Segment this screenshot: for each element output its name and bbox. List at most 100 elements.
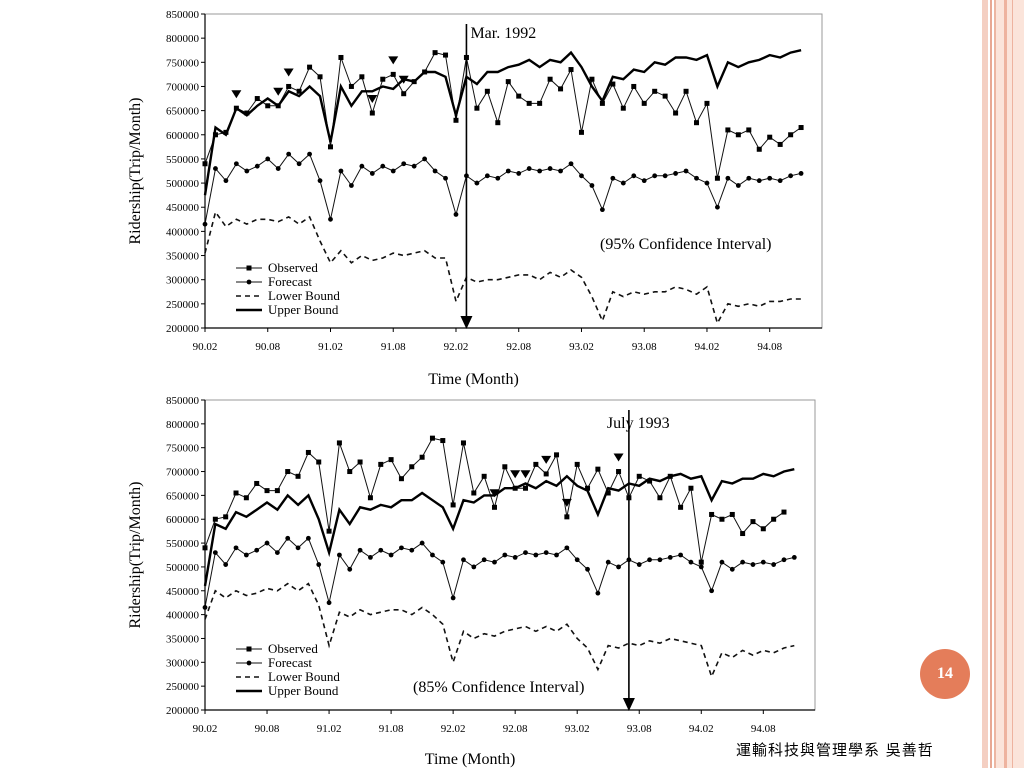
- y-tick-label: 450000: [166, 202, 200, 214]
- forecast-point: [537, 168, 543, 174]
- forecast-point: [286, 151, 292, 157]
- cutoff-arrow-head: [622, 698, 635, 711]
- observed-point: [244, 110, 250, 116]
- forecast-point: [554, 552, 559, 558]
- observed-point: [568, 67, 574, 73]
- forecast-point: [401, 161, 407, 167]
- observed-point: [429, 435, 435, 441]
- forecast-point: [440, 559, 446, 565]
- forecast-point: [481, 557, 487, 563]
- y-tick-label: 750000: [166, 57, 200, 69]
- observed-point: [305, 449, 311, 455]
- right-border-band: [994, 0, 1024, 768]
- outlier-marker: [398, 75, 409, 84]
- y-tick-label: 650000: [166, 490, 200, 502]
- forecast-point: [484, 173, 490, 179]
- forecast-point: [223, 562, 229, 567]
- right-border-stripe: [982, 0, 988, 768]
- forecast-point: [328, 216, 333, 222]
- x-tick-label: 93.02: [565, 723, 590, 735]
- y-tick-label: 250000: [166, 681, 200, 693]
- observed-point: [432, 50, 438, 56]
- forecast-point: [791, 554, 797, 560]
- observed-point: [683, 88, 689, 94]
- y-tick-label: 200000: [166, 705, 200, 717]
- observed-point: [212, 516, 218, 522]
- observed-point: [746, 127, 752, 133]
- observed-point: [688, 485, 694, 491]
- observed-point: [719, 516, 725, 522]
- observed-point: [327, 144, 333, 150]
- forecast-point: [616, 564, 621, 570]
- observed-point: [589, 76, 595, 82]
- observed-point: [516, 93, 522, 99]
- forecast-point: [777, 178, 783, 184]
- observed-point: [254, 480, 260, 486]
- observed-point: [502, 464, 508, 470]
- x-axis-label: Time (Month): [425, 751, 516, 768]
- x-tick-label: 91.02: [318, 341, 343, 353]
- forecast-point: [347, 566, 353, 572]
- outlier-marker: [510, 470, 521, 479]
- x-tick-label: 92.08: [503, 723, 528, 735]
- forecast-point: [574, 557, 580, 563]
- observed-point: [453, 117, 459, 123]
- observed-point: [388, 457, 394, 463]
- outlier-marker: [613, 453, 624, 462]
- forecast-point: [605, 559, 611, 565]
- forecast-point: [636, 562, 642, 567]
- forecast-point: [746, 175, 752, 181]
- observed-point: [652, 88, 658, 94]
- observed-point: [440, 438, 446, 444]
- forecast-point: [296, 161, 302, 167]
- y-tick-label: 800000: [166, 33, 200, 45]
- observed-point: [777, 141, 783, 147]
- y-tick-label: 750000: [166, 443, 200, 455]
- forecast-point: [399, 545, 404, 551]
- observed-point: [760, 526, 766, 532]
- observed-point: [595, 466, 601, 472]
- observed-point: [481, 473, 487, 479]
- observed-point: [673, 110, 679, 116]
- outlier-marker: [388, 56, 399, 65]
- outlier-marker: [520, 470, 531, 479]
- forecast-point: [411, 163, 417, 169]
- y-tick-label: 600000: [166, 514, 200, 526]
- forecast-point: [316, 562, 322, 567]
- observed-point: [317, 74, 323, 80]
- observed-point: [636, 473, 642, 479]
- forecast-point: [265, 156, 271, 162]
- forecast-point: [750, 562, 756, 567]
- x-tick-label: 92.02: [444, 341, 469, 353]
- observed-point: [523, 485, 529, 491]
- x-tick-label: 91.02: [317, 723, 342, 735]
- forecast-point: [409, 547, 415, 553]
- forecast-point: [502, 552, 508, 558]
- y-tick-label: 200000: [166, 323, 200, 335]
- y-axis-label: Ridership(Trip/Month): [127, 482, 144, 629]
- observed-point: [698, 559, 704, 565]
- observed-point: [359, 74, 365, 80]
- observed-point: [605, 490, 611, 496]
- observed-point: [526, 100, 532, 106]
- observed-point: [357, 459, 363, 465]
- legend-label: Forecast: [268, 274, 312, 289]
- forecast-point: [212, 550, 218, 556]
- forecast-point: [523, 550, 528, 556]
- series-upper-line: [203, 468, 795, 587]
- x-tick-label: 92.02: [441, 723, 466, 735]
- x-tick-label: 93.02: [569, 341, 594, 353]
- observed-point: [491, 504, 497, 510]
- observed-point: [347, 469, 353, 475]
- observed-point: [662, 93, 668, 99]
- observed-point: [641, 100, 647, 106]
- series-lower-line: [204, 582, 795, 679]
- observed-point: [750, 519, 756, 525]
- observed-point: [243, 495, 249, 501]
- forecast-point: [359, 163, 365, 169]
- forecast-point: [771, 562, 777, 567]
- y-tick-label: 400000: [166, 226, 200, 238]
- series-lower-line: [204, 210, 802, 326]
- observed-point: [369, 110, 375, 116]
- x-tick-label: 94.08: [751, 723, 776, 735]
